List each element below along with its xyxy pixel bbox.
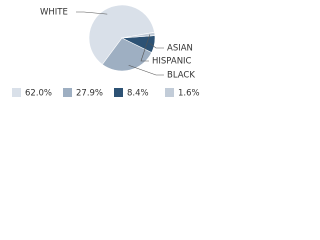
leader-line xyxy=(128,64,164,76)
legend-label: 8.4% xyxy=(127,89,149,99)
slice-label: ASIAN xyxy=(167,44,193,54)
pie-slice xyxy=(88,4,155,65)
slice-label: WHITE xyxy=(40,8,68,18)
legend-label: 27.9% xyxy=(76,89,103,99)
chart: WHITE BLACK ASIAN HISPANIC 62.0% 27.9% 8.4% 1.6… xyxy=(12,4,200,99)
leader-line xyxy=(149,43,164,49)
legend-label: 62.0% xyxy=(25,89,52,99)
pie-slice xyxy=(101,37,153,72)
slice-label: BLACK xyxy=(167,71,195,81)
slice-label: HISPANIC xyxy=(152,57,192,67)
legend-swatch xyxy=(12,88,21,97)
legend-swatch xyxy=(114,88,123,97)
legend-swatch xyxy=(63,88,72,97)
pie-slice xyxy=(121,31,156,39)
legend-label: 1.6% xyxy=(178,89,200,99)
leader-line xyxy=(76,11,108,15)
leader-line xyxy=(140,34,151,62)
legend-swatch xyxy=(165,88,174,97)
